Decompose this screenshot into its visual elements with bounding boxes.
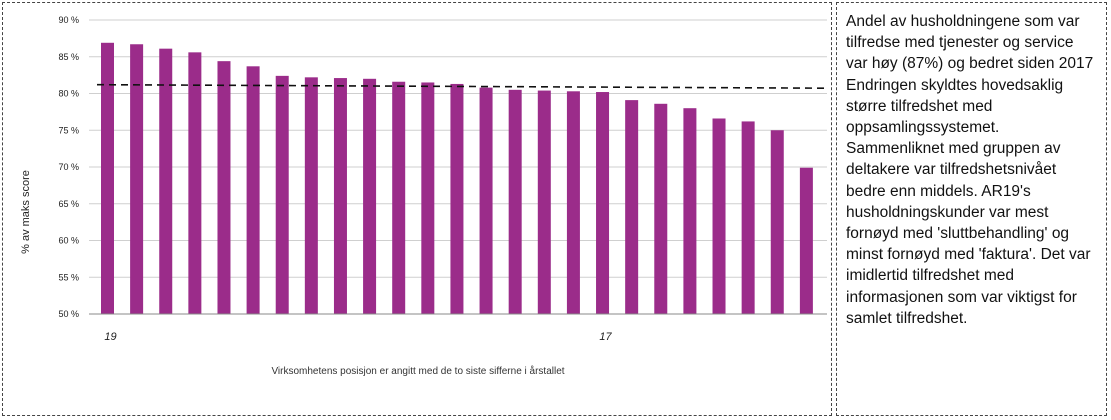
bar	[770, 130, 784, 314]
x-axis-title: Virksomhetens posisjon er angitt med de …	[271, 365, 564, 377]
bar	[188, 52, 202, 315]
bar	[130, 44, 144, 314]
bar	[799, 167, 813, 314]
bars	[101, 42, 813, 315]
y-axis-title: % av maks score	[20, 170, 32, 254]
average-reference-line	[96, 83, 826, 89]
category-label: 17	[599, 331, 612, 343]
y-tick-label: 70 %	[58, 162, 79, 172]
y-tick-label: 55 %	[58, 272, 79, 282]
bar	[392, 81, 406, 315]
bar	[537, 90, 551, 314]
bar	[654, 103, 668, 314]
bar	[363, 78, 377, 314]
bar	[479, 87, 493, 315]
category-label: 19	[104, 331, 116, 343]
bar	[683, 108, 697, 314]
bar	[712, 118, 726, 315]
bar	[421, 82, 435, 314]
bar	[625, 100, 639, 315]
chart-frame: 50 % 55 % 60 % 65 % 70 % 75 % 80 % 85 % 90 % 19 1…	[2, 2, 832, 416]
y-tick-label: 65 %	[58, 199, 79, 209]
bar	[450, 83, 464, 314]
bar	[596, 92, 610, 314]
y-axis-ticks: 50 % 55 % 60 % 65 % 70 % 75 % 80 % 85 % 90 %	[58, 15, 79, 319]
satisfaction-bar-chart: 50 %55 %60 %65 %70 %75 %80 %85 %90 % 19 1…	[20, 15, 827, 377]
bar	[333, 78, 347, 314]
y-tick-label: 85 %	[58, 52, 79, 62]
y-tick-label: 80 %	[58, 89, 79, 99]
commentary-box: Andel av husholdningene som var tilfreds…	[836, 2, 1107, 416]
bar	[304, 77, 318, 314]
bar	[566, 91, 580, 314]
bar	[741, 121, 755, 315]
category-labels: 19 17	[104, 331, 612, 343]
bar	[101, 42, 114, 314]
y-tick-label: 50 %	[58, 309, 79, 319]
y-tick-label: 60 %	[58, 236, 79, 246]
bar	[246, 66, 260, 315]
y-tick-label: 90 %	[58, 15, 79, 25]
bar	[159, 48, 173, 314]
bar	[275, 75, 289, 314]
bar	[217, 61, 231, 314]
commentary-text: Andel av husholdningene som var tilfreds…	[846, 13, 1094, 327]
y-tick-label: 75 %	[58, 125, 79, 135]
bar	[508, 89, 522, 314]
